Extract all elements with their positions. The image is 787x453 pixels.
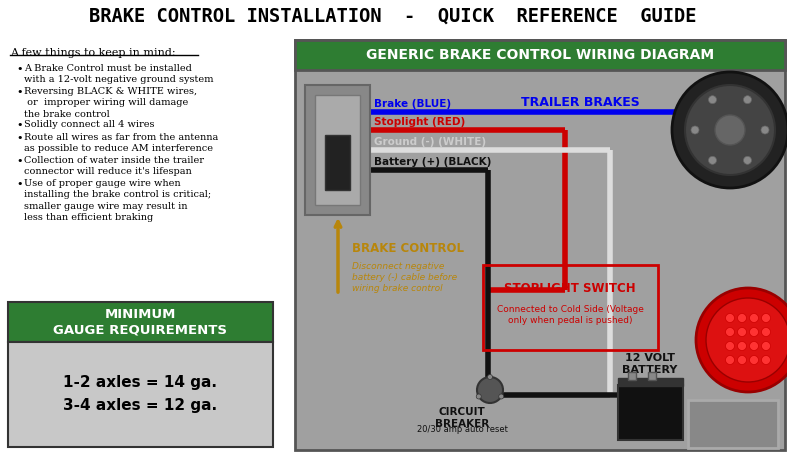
Bar: [295, 40, 785, 70]
Text: Disconnect negative
battery (-) cable before
wiring brake control: Disconnect negative battery (-) cable be…: [352, 262, 457, 293]
Text: •: •: [16, 120, 23, 130]
Text: •: •: [16, 133, 23, 143]
Text: GENERIC BRAKE CONTROL WIRING DIAGRAM: GENERIC BRAKE CONTROL WIRING DIAGRAM: [366, 48, 714, 62]
Text: Battery (+) (BLACK): Battery (+) (BLACK): [374, 157, 491, 167]
Bar: [8, 342, 273, 447]
Text: •: •: [16, 179, 23, 189]
Circle shape: [737, 328, 747, 337]
Text: Stoplight (RED): Stoplight (RED): [374, 117, 465, 127]
Circle shape: [749, 342, 759, 351]
Circle shape: [744, 96, 752, 104]
Text: TRAILER BRAKES: TRAILER BRAKES: [521, 96, 639, 109]
Text: Use of proper gauge wire when
installing the brake control is critical;
smaller : Use of proper gauge wire when installing…: [24, 179, 211, 222]
Circle shape: [706, 298, 787, 382]
Text: Ground (-) (WHITE): Ground (-) (WHITE): [374, 137, 486, 147]
Circle shape: [726, 313, 734, 323]
Text: MINIMUM
GAUGE REQUIREMENTS: MINIMUM GAUGE REQUIREMENTS: [53, 308, 227, 337]
Bar: [295, 40, 785, 450]
Bar: [648, 372, 656, 380]
Circle shape: [749, 356, 759, 365]
Circle shape: [691, 126, 699, 134]
Circle shape: [708, 156, 716, 164]
Circle shape: [761, 126, 769, 134]
Text: BRAKE CONTROL: BRAKE CONTROL: [352, 241, 464, 255]
Text: •: •: [16, 64, 23, 74]
Text: Collection of water inside the trailer
connector will reduce it's lifespan: Collection of water inside the trailer c…: [24, 156, 204, 177]
Text: Connected to Cold Side (Voltage
only when pedal is pushed): Connected to Cold Side (Voltage only whe…: [497, 305, 644, 325]
Bar: [315, 95, 360, 205]
Text: Reversing BLACK & WHITE wires,
 or  improper wiring will damage
the brake contro: Reversing BLACK & WHITE wires, or improp…: [24, 87, 197, 119]
Circle shape: [685, 85, 775, 175]
Circle shape: [726, 342, 734, 351]
Circle shape: [726, 356, 734, 365]
Bar: [618, 385, 683, 440]
Text: •: •: [16, 87, 23, 97]
Text: Solidly connect all 4 wires: Solidly connect all 4 wires: [24, 120, 154, 129]
Circle shape: [762, 342, 770, 351]
Text: Route all wires as far from the antenna
as possible to reduce AM interference: Route all wires as far from the antenna …: [24, 133, 218, 154]
Text: STOPLIGHT SWITCH: STOPLIGHT SWITCH: [504, 281, 636, 294]
Bar: [325, 135, 350, 190]
Bar: [8, 302, 273, 342]
Bar: [305, 85, 370, 215]
Text: Brake (BLUE): Brake (BLUE): [374, 99, 451, 109]
Circle shape: [696, 288, 787, 392]
Text: 12 VOLT
BATTERY: 12 VOLT BATTERY: [623, 353, 678, 375]
Bar: [628, 372, 636, 380]
Circle shape: [477, 377, 503, 403]
Bar: [483, 265, 658, 350]
Circle shape: [476, 394, 481, 399]
Circle shape: [749, 313, 759, 323]
Circle shape: [726, 328, 734, 337]
Circle shape: [762, 313, 770, 323]
Text: A Brake Control must be installed
with a 12-volt negative ground system: A Brake Control must be installed with a…: [24, 64, 213, 84]
Text: •: •: [16, 156, 23, 166]
Circle shape: [762, 356, 770, 365]
Bar: [688, 400, 778, 448]
Circle shape: [762, 328, 770, 337]
Circle shape: [715, 115, 745, 145]
Circle shape: [672, 72, 787, 188]
Circle shape: [744, 156, 752, 164]
Text: A few things to keep in mind:: A few things to keep in mind:: [10, 48, 176, 58]
Text: 1-2 axles = 14 ga.
3-4 axles = 12 ga.: 1-2 axles = 14 ga. 3-4 axles = 12 ga.: [63, 376, 217, 413]
Circle shape: [737, 342, 747, 351]
Circle shape: [708, 96, 716, 104]
Text: BRAKE CONTROL INSTALLATION  -  QUICK  REFERENCE  GUIDE: BRAKE CONTROL INSTALLATION - QUICK REFER…: [89, 6, 696, 25]
Bar: [618, 378, 683, 386]
Text: CHASSIS
GROUND: CHASSIS GROUND: [706, 413, 760, 435]
Text: 20/30 amp auto reset: 20/30 amp auto reset: [416, 425, 508, 434]
Text: CIRCUIT
BREAKER: CIRCUIT BREAKER: [435, 407, 490, 429]
Circle shape: [487, 375, 493, 380]
Circle shape: [749, 328, 759, 337]
Circle shape: [737, 313, 747, 323]
Circle shape: [737, 356, 747, 365]
Circle shape: [499, 394, 504, 399]
